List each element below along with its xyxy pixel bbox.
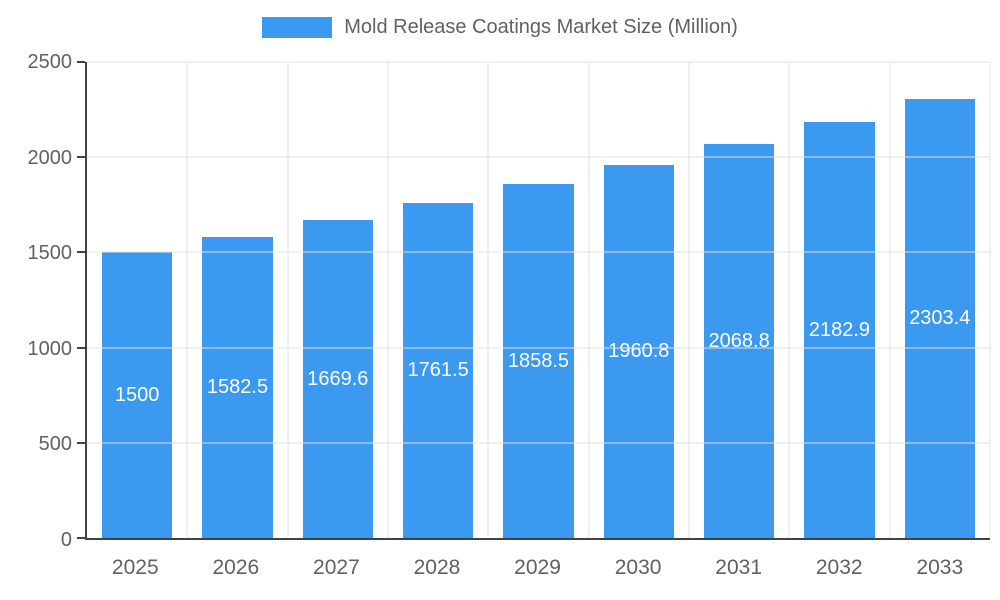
v-gridline [889,62,891,538]
h-gridline [87,61,990,63]
x-tick-label: 2033 [916,556,964,579]
bar-slot: 2182.9 [789,62,889,538]
h-gridline [87,442,990,444]
x-axis: 2025 2026 2027 2028 2029 2030 2031 2032 2033 [85,556,990,580]
bar-value-label: 1761.5 [407,358,469,381]
y-tick-mark [77,537,85,539]
y-tick-mark [77,441,85,444]
h-gridline [87,156,990,158]
h-gridline [87,347,990,349]
x-tick-label: 2027 [313,556,360,579]
bar-value-label: 1669.6 [307,367,369,390]
bar-slot: 1858.5 [488,62,588,538]
bar-value-label: 2068.8 [708,329,770,352]
h-gridline [87,251,990,253]
bar: 2303.4 [904,99,975,538]
y-tick-label: 0 [60,529,72,551]
v-gridline [588,62,590,538]
chart-legend: Mold Release Coatings Market Size (Milli… [0,16,1000,39]
x-tick-label: 2031 [715,556,763,579]
y-tick-mark [77,156,85,159]
bar-value-label: 1582.5 [206,375,269,398]
bar-slot: 1761.5 [388,62,488,538]
bar-value-label: 1960.8 [608,339,670,362]
bar-slot: 1960.8 [589,62,689,538]
bar-slot: 1669.6 [288,62,388,538]
bar-value-label: 2303.4 [909,307,971,330]
x-tick-label: 2026 [212,556,260,579]
y-tick-label: 1000 [27,337,73,360]
y-tick-mark [77,251,85,254]
bar-slot: 1500 [87,62,187,538]
y-tick-mark [77,346,85,349]
bar: 1858.5 [503,184,574,538]
bar: 1960.8 [603,164,674,538]
x-tick-label: 2032 [815,556,863,579]
x-tick-label: 2029 [514,556,561,579]
bar-series: 1500 1582.5 1669.6 1761.5 1858.5 1960.8 2068.8… [87,62,990,538]
v-gridline [287,62,289,538]
x-tick-label: 2028 [413,556,461,579]
y-tick-label: 1500 [27,242,73,265]
x-tick-label: 2030 [614,556,662,579]
bar-slot: 2303.4 [890,62,990,538]
v-gridline [387,62,389,538]
bar-slot: 1582.5 [187,62,287,538]
v-gridline [989,62,991,538]
plot-area: 1500 1582.5 1669.6 1761.5 1858.5 1960.8 2068.8… [77,61,991,540]
bar: 1669.6 [302,220,373,538]
y-tick-mark [77,61,85,63]
bar-value-label: 1858.5 [507,349,570,372]
v-gridline [487,62,489,538]
bar: 2182.9 [804,122,875,538]
bar: 1500 [102,252,173,538]
chart-title: Mold Release Coatings Market Size (Milli… [344,16,738,38]
bar-slot: 2068.8 [689,62,789,538]
x-tick-label: 2025 [111,556,159,579]
y-tick-label: 500 [38,433,72,456]
bar: 1582.5 [202,236,273,538]
y-tick-label: 2500 [27,51,73,73]
v-gridline [788,62,790,538]
bar-value-label: 2182.9 [808,318,871,341]
v-gridline [688,62,690,538]
legend-swatch [262,17,333,38]
bar-value-label: 1500 [114,383,160,406]
bar: 2068.8 [704,144,775,538]
y-tick-label: 2000 [27,146,73,169]
v-gridline [186,62,188,538]
bar: 1761.5 [403,202,474,538]
y-axis: 0 500 1000 1500 2000 2500 [0,52,73,550]
